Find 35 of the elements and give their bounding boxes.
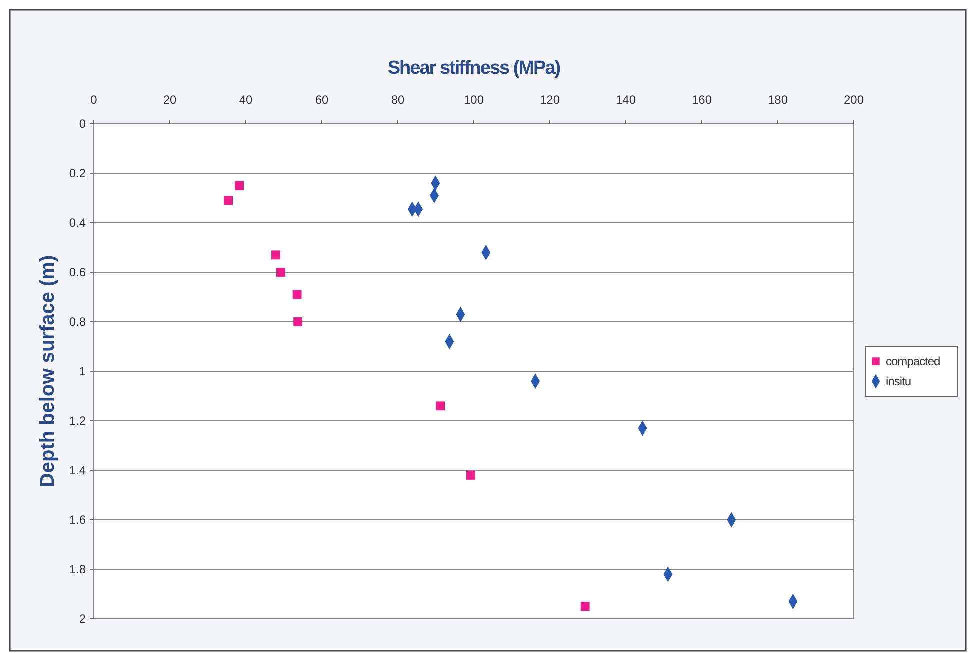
x-tick-label: 80 [391, 93, 405, 107]
y-tick-label: 0.2 [69, 166, 86, 180]
y-tick-label: 1 [79, 364, 86, 378]
x-axis-title: Shear stiffness (MPa) [388, 58, 561, 79]
point [272, 250, 280, 260]
y-tick-label: 1.4 [69, 464, 86, 478]
y-tick-label: 0.8 [69, 315, 86, 329]
x-tick-label: 160 [692, 93, 712, 107]
y-tick-label: 2 [79, 612, 86, 626]
x-tick-label: 140 [616, 93, 636, 107]
point [580, 602, 590, 612]
x-tick-label: 100 [464, 93, 484, 107]
legend-label: compacted [886, 354, 940, 368]
x-tick-label: 20 [163, 93, 177, 107]
y-tick-label: 0.4 [69, 216, 86, 230]
y-tick-label: 1.2 [69, 414, 86, 428]
point [466, 470, 476, 480]
x-tick-label: 200 [844, 93, 864, 107]
x-tick-label: 0 [90, 93, 98, 107]
point [276, 268, 286, 277]
point [235, 181, 244, 190]
point [294, 318, 303, 326]
x-tick-label: 60 [315, 93, 329, 107]
x-tick-label: 120 [540, 93, 560, 107]
y-tick-label: 1.8 [69, 562, 86, 576]
x-tick-label: 180 [768, 93, 788, 107]
y-tick-label: 1.6 [69, 513, 86, 527]
point [292, 290, 302, 300]
x-tick-label: 40 [239, 93, 253, 107]
y-tick-label: 0 [79, 117, 86, 131]
point [224, 196, 233, 206]
legend-label: insitu [886, 374, 912, 388]
y-tick-label: 0.6 [69, 266, 86, 280]
point [436, 402, 446, 411]
y-axis-title: Depth below surface (m) [37, 255, 59, 488]
